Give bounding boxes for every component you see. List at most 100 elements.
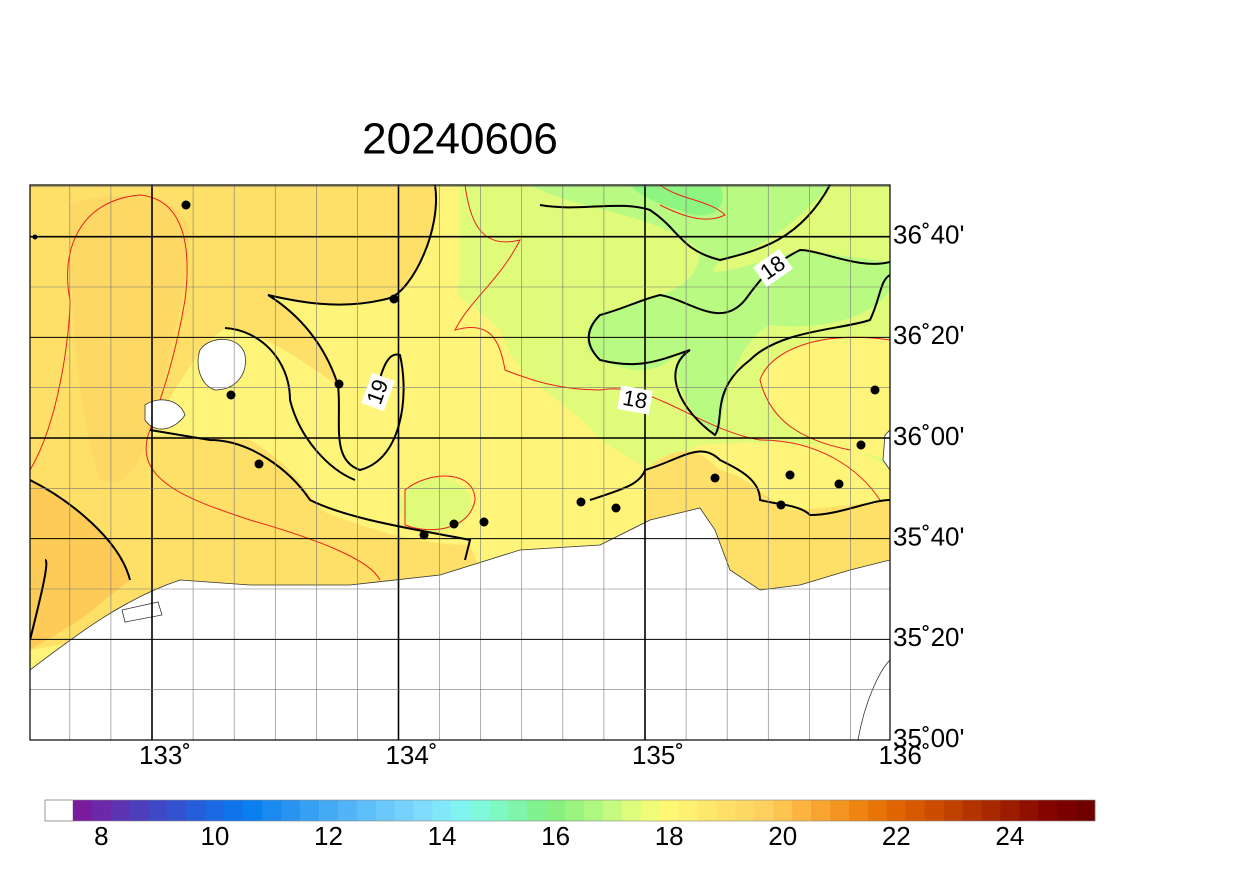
colorbar-box bbox=[943, 800, 963, 821]
y-tick-label: 35˚00' bbox=[893, 723, 964, 753]
colorbar: 8 10 12 14 16 18 20 22 24 bbox=[44, 799, 1096, 851]
contour-line bbox=[30, 559, 48, 641]
colorbar-box bbox=[905, 800, 925, 821]
colorbar-box bbox=[697, 800, 717, 821]
contour-line bbox=[659, 185, 726, 220]
contour-line bbox=[404, 475, 476, 531]
colorbar-box bbox=[281, 800, 301, 821]
colorbar-box bbox=[44, 799, 74, 822]
colorbar-box bbox=[73, 800, 93, 821]
colorbar-box bbox=[148, 800, 168, 821]
colorbar-box bbox=[640, 800, 661, 821]
colorbar-frame bbox=[44, 799, 1096, 822]
colorbar-box bbox=[1019, 800, 1039, 821]
colorbar-label: 22 bbox=[882, 821, 911, 851]
colorbar-box bbox=[621, 800, 642, 821]
contour-line bbox=[67, 194, 381, 581]
y-tick-label: 35˚20' bbox=[893, 622, 964, 652]
colorbar-label: 12 bbox=[314, 821, 343, 851]
stations bbox=[32, 200, 880, 540]
colorbar-label: 10 bbox=[200, 821, 229, 851]
contour-label: 18 bbox=[617, 385, 653, 415]
colorbar-box bbox=[205, 800, 225, 821]
contour-line bbox=[759, 336, 890, 451]
colorbar-box bbox=[262, 800, 282, 821]
label-box bbox=[753, 248, 793, 288]
red-contours bbox=[30, 185, 890, 581]
y-tick-label: 36˚20' bbox=[893, 320, 964, 350]
colorbar-box bbox=[508, 800, 528, 821]
station bbox=[181, 200, 191, 210]
colorbar-box bbox=[830, 800, 850, 821]
label-box bbox=[617, 385, 653, 415]
contour-label-text: 18 bbox=[621, 385, 649, 414]
colorbar-box bbox=[451, 800, 471, 821]
colorbar-box bbox=[394, 800, 414, 821]
colorbar-box bbox=[811, 800, 831, 821]
x-tick-label: 133˚ bbox=[139, 740, 191, 770]
sea-17-5 bbox=[630, 185, 723, 216]
station bbox=[32, 234, 38, 240]
colorbar-box bbox=[565, 800, 585, 821]
colorbar-box bbox=[924, 800, 944, 821]
station bbox=[226, 390, 236, 400]
colorbar-box bbox=[470, 800, 490, 821]
island bbox=[197, 338, 246, 391]
sea-20 bbox=[70, 195, 190, 483]
colorbar-box bbox=[546, 800, 566, 821]
y-tick-label: 36˚40' bbox=[893, 220, 964, 250]
colorbar-label: 8 bbox=[94, 821, 108, 851]
map-area bbox=[30, 185, 890, 740]
colorbar-box bbox=[432, 800, 452, 821]
colorbar-box bbox=[167, 800, 187, 821]
colorbar-box bbox=[773, 800, 793, 821]
y-tick-label: 35˚40' bbox=[893, 522, 964, 552]
colorbar-box bbox=[110, 800, 131, 821]
station bbox=[479, 517, 489, 527]
contour-line bbox=[149, 429, 472, 561]
sea-18 bbox=[530, 185, 890, 435]
station bbox=[785, 470, 795, 480]
colorbar-box bbox=[186, 800, 206, 821]
colorbar-box bbox=[584, 800, 604, 821]
map-title: 20240606 bbox=[362, 115, 558, 164]
station bbox=[334, 379, 344, 389]
station bbox=[856, 440, 866, 450]
colorbar-box bbox=[527, 800, 547, 821]
map-frame bbox=[29, 184, 891, 741]
colorbar-box bbox=[1076, 800, 1096, 821]
station bbox=[576, 497, 586, 507]
x-tick-label: 136˚ bbox=[878, 740, 930, 770]
coastline bbox=[857, 659, 890, 740]
colorbar-label: 16 bbox=[541, 821, 570, 851]
colorbar-box bbox=[659, 800, 679, 821]
colorbar-box bbox=[413, 800, 433, 821]
colorbar-box bbox=[1038, 800, 1058, 821]
colorbar-box bbox=[300, 800, 320, 821]
colorbar-box bbox=[224, 800, 244, 821]
label-box bbox=[361, 372, 395, 412]
colorbar-box bbox=[886, 800, 907, 821]
land bbox=[882, 429, 890, 471]
station bbox=[834, 479, 844, 489]
colorbar-box bbox=[1057, 800, 1077, 821]
colorbar-box bbox=[678, 800, 698, 821]
colorbar-box bbox=[91, 800, 112, 821]
station bbox=[870, 385, 880, 395]
colorbar-box bbox=[962, 800, 982, 821]
sea-20-5 bbox=[30, 480, 130, 650]
colorbar-box bbox=[602, 800, 623, 821]
colorbar-box bbox=[716, 800, 736, 821]
contour-line bbox=[587, 248, 890, 437]
colorbar-label: 20 bbox=[768, 821, 797, 851]
colorbar-box bbox=[319, 800, 339, 821]
colorbar-box bbox=[792, 800, 812, 821]
sea-18-5 bbox=[400, 478, 472, 532]
station bbox=[776, 500, 786, 510]
colorbar-box bbox=[356, 800, 377, 821]
colorbar-box bbox=[337, 800, 358, 821]
colorbar-box bbox=[867, 800, 888, 821]
grid bbox=[30, 185, 890, 740]
colorbar-box bbox=[375, 800, 396, 821]
station bbox=[710, 473, 720, 483]
